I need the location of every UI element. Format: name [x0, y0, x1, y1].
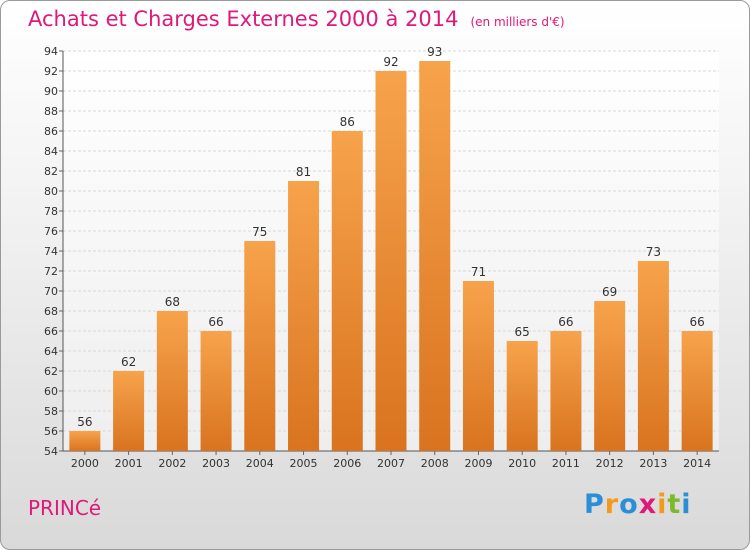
x-tick-label: 2010	[508, 457, 536, 470]
bar	[594, 301, 626, 451]
bar	[375, 71, 407, 451]
y-tick-label: 72	[44, 265, 58, 278]
chart-unit: (en milliers d'€)	[470, 15, 565, 29]
y-tick-label: 66	[44, 325, 58, 338]
y-tick-label: 90	[44, 85, 58, 98]
bar	[681, 331, 713, 451]
data-label: 66	[208, 315, 223, 329]
x-tick-label: 2005	[290, 457, 318, 470]
y-tick-label: 62	[44, 365, 58, 378]
data-label: 56	[77, 415, 92, 429]
y-tick-label: 70	[44, 285, 58, 298]
x-tick-label: 2008	[421, 457, 449, 470]
data-label: 68	[165, 295, 180, 309]
bar	[113, 371, 145, 451]
bar	[462, 281, 494, 451]
x-tick-label: 2009	[464, 457, 492, 470]
logo-letter: i	[657, 489, 668, 520]
bar	[550, 331, 582, 451]
logo-letter: r	[604, 489, 620, 520]
bar	[419, 61, 451, 451]
x-tick-label: 2002	[158, 457, 186, 470]
logo-letter: t	[667, 489, 682, 520]
y-tick-label: 82	[44, 165, 58, 178]
bar	[288, 181, 320, 451]
bar	[69, 431, 101, 451]
data-label: 75	[252, 225, 267, 239]
logo-letter: x	[638, 489, 658, 520]
x-tick-label: 2000	[71, 457, 99, 470]
data-label: 86	[340, 115, 355, 129]
data-label: 62	[121, 355, 136, 369]
x-tick-label: 2007	[377, 457, 405, 470]
x-tick-label: 2011	[552, 457, 580, 470]
y-tick-label: 60	[44, 385, 58, 398]
y-tick-label: 86	[44, 125, 58, 138]
data-label: 65	[515, 325, 530, 339]
bar	[637, 261, 669, 451]
y-tick-label: 54	[44, 445, 58, 458]
x-tick-label: 2013	[639, 457, 667, 470]
y-tick-label: 78	[44, 205, 58, 218]
y-tick-label: 58	[44, 405, 58, 418]
place-name: PRINCé	[28, 496, 102, 520]
y-tick-label: 80	[44, 185, 58, 198]
x-tick-label: 2012	[596, 457, 624, 470]
data-label: 66	[689, 315, 704, 329]
x-tick-label: 2014	[683, 457, 711, 470]
logo-letter: P	[584, 489, 605, 520]
chart-title: Achats et Charges Externes 2000 à 2014 (e…	[28, 7, 565, 31]
y-tick-label: 64	[44, 345, 58, 358]
data-label: 69	[602, 285, 617, 299]
y-tick-label: 76	[44, 225, 58, 238]
proxiti-logo: Proxiti	[584, 489, 692, 520]
bar	[244, 241, 276, 451]
logo-letter: o	[619, 489, 639, 520]
bar	[506, 341, 538, 451]
chart-title-text: Achats et Charges Externes 2000 à 2014	[28, 7, 459, 31]
y-tick-label: 68	[44, 305, 58, 318]
y-tick-label: 74	[44, 245, 58, 258]
bar	[200, 331, 232, 451]
data-label: 81	[296, 165, 311, 179]
y-tick-label: 56	[44, 425, 58, 438]
y-tick-label: 84	[44, 145, 58, 158]
logo-letter: i	[681, 489, 692, 520]
data-label: 73	[646, 245, 661, 259]
data-label: 71	[471, 265, 486, 279]
x-tick-label: 2004	[246, 457, 274, 470]
bar	[331, 131, 363, 451]
data-label: 93	[427, 45, 442, 59]
y-tick-label: 92	[44, 65, 58, 78]
data-label: 66	[558, 315, 573, 329]
bar	[156, 311, 188, 451]
y-tick-label: 94	[44, 45, 58, 58]
x-tick-label: 2001	[115, 457, 143, 470]
y-tick-label: 88	[44, 105, 58, 118]
x-tick-label: 2003	[202, 457, 230, 470]
x-tick-label: 2006	[333, 457, 361, 470]
data-label: 92	[383, 55, 398, 69]
